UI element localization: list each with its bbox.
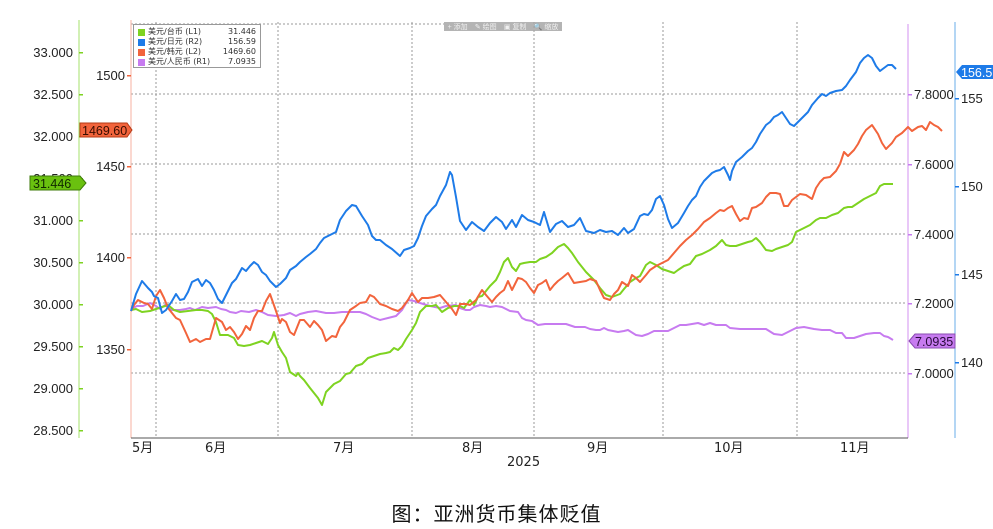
tag-twd: 31.446 [29,175,87,191]
svg-text:1350: 1350 [96,342,125,357]
svg-text:1400: 1400 [96,250,125,265]
svg-text:30.000: 30.000 [33,297,73,312]
toolbar-copy[interactable]: ▣ 复制 [503,23,527,31]
legend-swatch-icon [138,58,145,66]
svg-text:6月: 6月 [205,441,226,456]
x-axis-labels: 5月 6月 7月 8月 9月 10月 11月 2025 [132,441,870,470]
legend-value: 1469.60 [222,47,256,56]
svg-text:5月: 5月 [132,441,153,456]
axis-right2-ticks [955,98,959,364]
svg-text:145: 145 [961,267,983,282]
v-gridlines [155,22,798,438]
legend-value: 31.446 [228,27,256,36]
legend-value: 7.0935 [228,57,256,66]
svg-text:31.446: 31.446 [33,177,71,191]
svg-text:7.0000: 7.0000 [914,366,954,381]
svg-text:1469.60: 1469.60 [82,124,127,138]
toolbar-add[interactable]: + 添加 [447,23,468,31]
axis-right1-labels: 7.8000 7.6000 7.4000 7.2000 7.0000 [914,87,954,381]
legend-value: 156.59 [228,37,256,46]
chart-legend: 美元/台币 (L1) 31.446 美元/日元 (R2) 156.59 美元/韩… [133,24,261,68]
legend-swatch-icon [138,48,145,56]
tag-krw: 1469.60 [79,122,133,138]
svg-text:11月: 11月 [840,441,870,456]
legend-item-cny: 美元/人民币 (R1) 7.0935 [138,57,256,67]
figure-caption: 图：亚洲货币集体贬值 [391,502,602,526]
legend-item-jpy: 美元/日元 (R2) 156.59 [138,37,256,47]
svg-text:33.000: 33.000 [33,45,73,60]
svg-text:9月: 9月 [587,441,608,456]
svg-text:7.6000: 7.6000 [914,157,954,172]
legend-label: 美元/韩元 (L2) [148,47,202,56]
axis-left2-ticks [127,75,131,351]
legend-swatch-icon [138,38,145,46]
legend-label: 美元/台币 (L1) [148,27,202,36]
svg-text:7.0935: 7.0935 [915,335,953,349]
toolbar-zoom[interactable]: 🔍 缩放 [533,23,559,31]
series-jpy [130,54,897,314]
svg-text:31.000: 31.000 [33,213,73,228]
legend-label: 美元/人民币 (R1) [148,57,211,66]
legend-swatch-icon [138,28,145,36]
chart-toolbar[interactable]: + 添加 ✎ 绘图 ▣ 复制 🔍 缩放 [444,22,562,31]
svg-text:32.500: 32.500 [33,87,73,102]
svg-text:29.000: 29.000 [33,381,73,396]
svg-text:1500: 1500 [96,68,125,83]
legend-item-krw: 美元/韩元 (L2) 1469.60 [138,47,256,57]
axis-left1-ticks [79,52,83,432]
svg-text:32.000: 32.000 [33,129,73,144]
series-twd [130,183,893,406]
svg-text:155: 155 [961,91,983,106]
toolbar-draw[interactable]: ✎ 绘图 [474,23,497,31]
svg-text:7.8000: 7.8000 [914,87,954,102]
svg-text:156.5: 156.5 [961,66,992,80]
tag-cny: 7.0935 [908,333,956,349]
svg-text:1450: 1450 [96,159,125,174]
legend-item-twd: 美元/台币 (L1) 31.446 [138,27,256,37]
axis-right1-ticks [908,94,912,375]
svg-text:2025: 2025 [507,455,540,470]
svg-text:140: 140 [961,355,983,370]
svg-text:150: 150 [961,179,983,194]
tag-jpy: 156.5 [956,65,993,80]
svg-text:29.500: 29.500 [33,339,73,354]
axis-left1-labels: 33.000 32.500 32.000 31.500 31.000 30.50… [33,45,73,438]
h-gridlines [131,23,907,374]
legend-label: 美元/日元 (R2) [148,37,203,46]
svg-text:7月: 7月 [333,441,354,456]
axis-left2-labels: 1500 1450 1400 1350 [96,68,125,357]
axis-right2-labels: 155 150 145 140 [961,91,983,370]
svg-text:30.500: 30.500 [33,255,73,270]
svg-text:28.500: 28.500 [33,423,73,438]
svg-text:8月: 8月 [462,441,483,456]
svg-text:7.2000: 7.2000 [914,296,954,311]
svg-text:7.4000: 7.4000 [914,227,954,242]
series-krw [130,121,943,343]
svg-text:10月: 10月 [714,441,744,456]
series-cny [130,299,894,341]
